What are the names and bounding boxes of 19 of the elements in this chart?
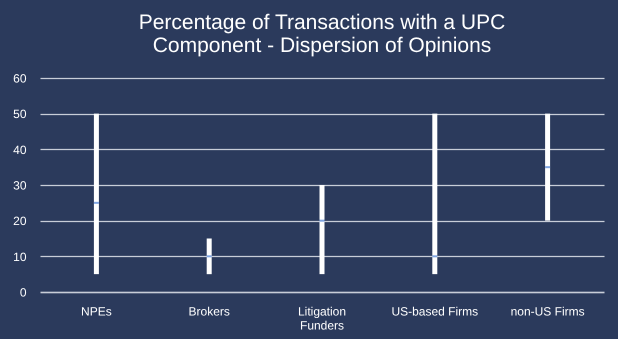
y-tick-label: 10 (13, 250, 27, 264)
y-tick-label: 60 (13, 72, 27, 86)
y-tick-label: 0 (20, 286, 27, 300)
bar (432, 114, 438, 274)
bar (320, 185, 324, 274)
x-tick-label: non-US Firms (510, 304, 585, 318)
y-tick-label: 50 (13, 107, 27, 122)
bar (94, 114, 99, 274)
x-tick-label: Litigation Funders (298, 304, 346, 332)
y-tick-label: 30 (13, 178, 27, 192)
text: Component - Dispersion of Opinions (152, 34, 492, 57)
y-tick-label: 40 (13, 142, 27, 157)
bar (206, 238, 212, 274)
y-tick-label: 20 (13, 214, 27, 228)
x-tick-label: US-based Firms (391, 304, 478, 318)
text: Percentage of Transactions with a UPC (138, 11, 506, 34)
x-tick-label: Brokers (188, 304, 230, 318)
bar (545, 114, 550, 221)
x-tick-label: NPEs (81, 304, 112, 318)
